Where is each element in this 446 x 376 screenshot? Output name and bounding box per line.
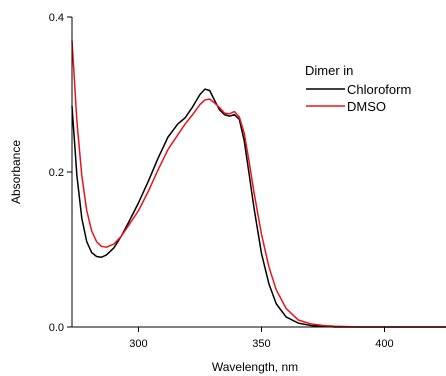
legend-title: Dimer in	[305, 63, 353, 78]
x-tick-label: 300	[129, 338, 147, 350]
legend: Dimer in Chloroform DMSO	[305, 63, 411, 114]
legend-label-chloroform: Chloroform	[347, 82, 411, 97]
y-tick-label: 0.4	[49, 12, 64, 24]
x-axis-title: Wavelength, nm	[212, 360, 298, 374]
y-tick-label: 0.2	[49, 167, 64, 179]
legend-label-dmso: DMSO	[347, 99, 386, 114]
ticks-layer: 300 350 400 0.0 0.2 0.4	[49, 12, 394, 350]
y-axis-title: Absorbance	[9, 140, 23, 204]
series-layer	[71, 40, 446, 328]
series-line-chloroform	[71, 88, 446, 328]
x-tick-label: 350	[252, 338, 270, 350]
y-tick-label: 0.0	[49, 322, 64, 334]
x-tick-label: 400	[375, 338, 393, 350]
series-line-dmso	[71, 40, 446, 328]
